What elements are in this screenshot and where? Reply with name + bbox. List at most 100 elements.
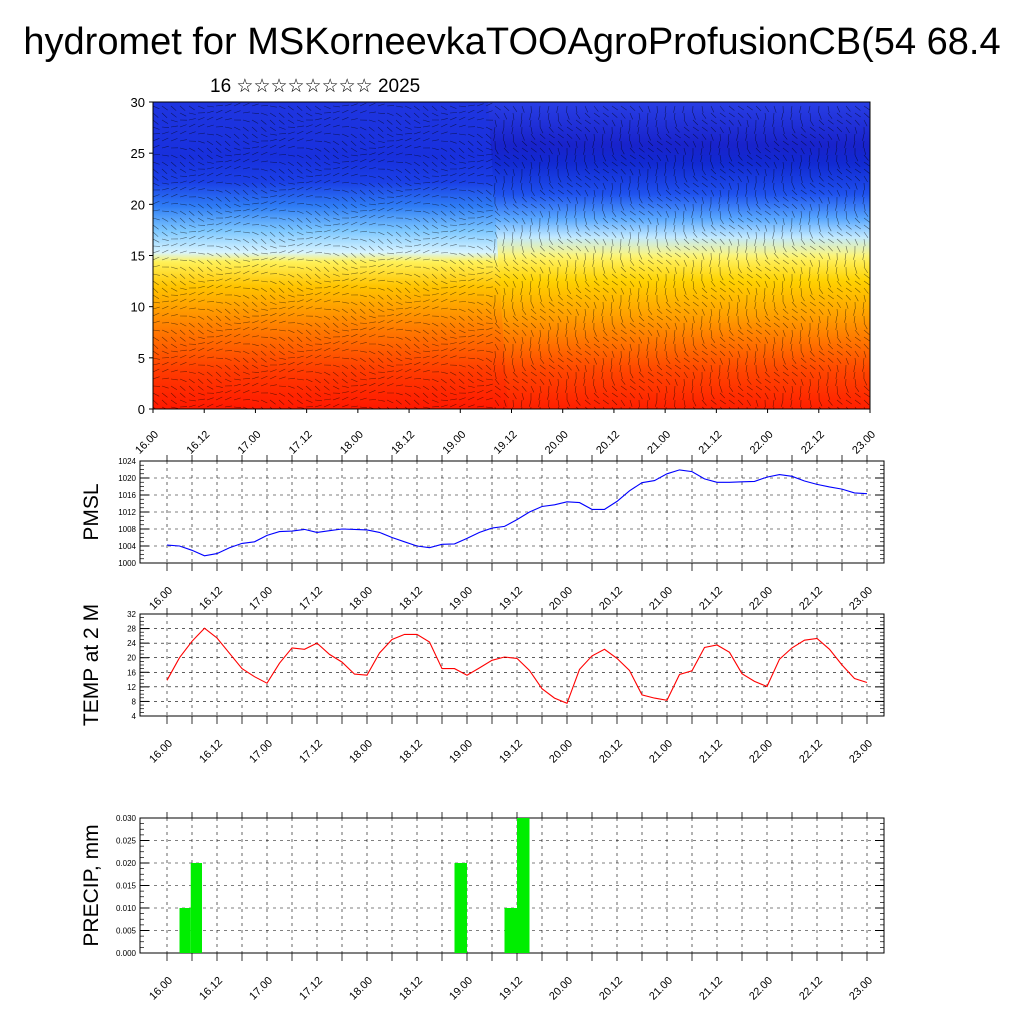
y-tick-label: 15 bbox=[131, 249, 145, 264]
x-tick-label: 18.12 bbox=[397, 585, 425, 613]
x-tick-label: 16.12 bbox=[197, 738, 225, 766]
y-tick-label: 0.020 bbox=[116, 859, 137, 868]
x-tick-label: 22.00 bbox=[747, 585, 775, 613]
y-tick-label: 4 bbox=[132, 712, 137, 721]
x-tick-label: 21.00 bbox=[647, 585, 675, 613]
y-tick-label: 32 bbox=[127, 610, 136, 619]
x-tick-label: 17.12 bbox=[297, 975, 325, 1003]
x-tick-label: 21.12 bbox=[697, 429, 725, 457]
x-tick-label: 22.12 bbox=[797, 585, 825, 613]
x-tick-label: 19.12 bbox=[492, 429, 520, 457]
x-tick-label: 16.00 bbox=[147, 585, 175, 613]
y-tick-label: 1004 bbox=[118, 542, 136, 551]
x-tick-label: 17.00 bbox=[247, 975, 275, 1003]
precip-bar bbox=[517, 818, 530, 953]
x-tick-label: 20.12 bbox=[597, 975, 625, 1003]
y-tick-label: 12 bbox=[127, 683, 136, 692]
x-tick-label: 20.00 bbox=[543, 429, 571, 457]
x-tick-label: 22.12 bbox=[799, 429, 827, 457]
precip-bar bbox=[190, 863, 202, 953]
wind-barbs bbox=[153, 102, 870, 409]
cross-section-panel: 0 5 10 15 20 25 30 16.00 16.12 17.00 17.12 18.00 18.… bbox=[131, 95, 879, 457]
x-tick-label: 21.00 bbox=[647, 975, 675, 1003]
x-tick-label: 16.12 bbox=[184, 429, 212, 457]
plot-frame bbox=[139, 613, 885, 717]
x-tick-label: 20.12 bbox=[597, 585, 625, 613]
y-tick-label: 0.030 bbox=[116, 814, 137, 823]
pmsl-series-line bbox=[166, 469, 868, 557]
x-tick-label: 22.00 bbox=[748, 429, 776, 457]
x-tick-label: 21.00 bbox=[647, 738, 675, 766]
x-tick-label: 20.00 bbox=[547, 585, 575, 613]
x-tick-label: 19.12 bbox=[497, 738, 525, 766]
x-tick-label: 22.00 bbox=[747, 738, 775, 766]
x-tick-label: 18.12 bbox=[389, 429, 417, 457]
x-tick-label: 22.12 bbox=[797, 975, 825, 1003]
y-tick-label: 1008 bbox=[118, 525, 136, 534]
x-tick-label: 16.00 bbox=[133, 429, 161, 457]
precip-bar bbox=[504, 908, 517, 953]
x-tick-label: 18.12 bbox=[397, 975, 425, 1003]
x-tick-label: 23.00 bbox=[847, 975, 875, 1003]
y-tick-label: 25 bbox=[131, 146, 145, 161]
y-axis-label: TEMP at 2 M bbox=[80, 604, 103, 726]
x-tick-label: 18.00 bbox=[347, 585, 375, 613]
precip-bar bbox=[179, 908, 191, 953]
chart-subtitle: 16 ☆☆☆☆☆☆☆☆ 2025 bbox=[210, 76, 420, 97]
y-axis-label: PRECIP, mm bbox=[80, 824, 103, 946]
cross-section-field-east bbox=[488, 102, 870, 409]
y-tick-label: 20 bbox=[131, 197, 145, 212]
x-tick-label: 17.00 bbox=[247, 738, 275, 766]
x-tick-label: 18.00 bbox=[338, 429, 366, 457]
x-tick-label: 18.00 bbox=[347, 738, 375, 766]
x-tick-label: 19.00 bbox=[447, 738, 475, 766]
x-tick-label: 19.12 bbox=[497, 975, 525, 1003]
x-tick-label: 17.12 bbox=[297, 738, 325, 766]
x-tick-label: 17.12 bbox=[297, 585, 325, 613]
temp-series-line bbox=[166, 627, 868, 705]
y-tick-label: 10 bbox=[131, 300, 145, 315]
x-tick-label: 16.00 bbox=[147, 975, 175, 1003]
y-tick-label: 1024 bbox=[118, 457, 136, 466]
y-tick-label: 1012 bbox=[118, 508, 136, 517]
y-tick-label: 0.005 bbox=[116, 927, 137, 936]
y-tick-label: 0.025 bbox=[116, 837, 137, 846]
y-tick-label: 0.000 bbox=[116, 949, 137, 958]
x-tick-label: 19.12 bbox=[497, 585, 525, 613]
y-tick-label: 0.015 bbox=[116, 882, 137, 891]
x-tick-label: 23.00 bbox=[850, 429, 878, 457]
y-tick-label: 5 bbox=[138, 351, 145, 366]
x-tick-label: 21.00 bbox=[645, 429, 673, 457]
x-tick-label: 16.12 bbox=[197, 585, 225, 613]
x-tick-label: 20.00 bbox=[547, 738, 575, 766]
y-axis-label: PMSL bbox=[80, 483, 103, 540]
x-tick-label: 20.12 bbox=[594, 429, 622, 457]
y-tick-label: 1020 bbox=[118, 474, 136, 483]
x-tick-label: 17.12 bbox=[287, 429, 315, 457]
x-tick-label: 23.00 bbox=[847, 585, 875, 613]
y-tick-label: 1016 bbox=[118, 491, 136, 500]
precip-bar bbox=[454, 863, 467, 953]
x-tick-label: 17.00 bbox=[247, 585, 275, 613]
y-tick-label: 0 bbox=[138, 402, 145, 417]
x-tick-label: 20.12 bbox=[597, 738, 625, 766]
y-tick-label: 24 bbox=[127, 639, 136, 648]
x-tick-label: 19.00 bbox=[440, 429, 468, 457]
x-tick-label: 21.12 bbox=[697, 738, 725, 766]
pmsl-panel: 1000 1004 1008 1012 1016 1020 1024 16.00 16.12 17… bbox=[80, 455, 885, 613]
x-tick-label: 22.12 bbox=[797, 738, 825, 766]
precip-panel: 0.000 0.005 0.010 0.015 0.020 0.025 0.030 16.00… bbox=[80, 812, 885, 1003]
y-tick-label: 8 bbox=[132, 697, 137, 706]
y-tick-label: 30 bbox=[131, 95, 145, 110]
x-tick-label: 20.00 bbox=[547, 975, 575, 1003]
y-tick-label: 16 bbox=[127, 668, 136, 677]
y-tick-label: 28 bbox=[127, 625, 136, 634]
temp-panel: 4 8 12 16 20 24 28 32 16.00 16.12 17.00 17.12 18.00 1… bbox=[80, 604, 885, 766]
x-tick-label: 18.12 bbox=[397, 738, 425, 766]
x-tick-label: 23.00 bbox=[847, 738, 875, 766]
x-tick-label: 19.00 bbox=[447, 975, 475, 1003]
x-tick-label: 19.00 bbox=[447, 585, 475, 613]
x-tick-label: 21.12 bbox=[697, 975, 725, 1003]
x-tick-label: 17.00 bbox=[236, 429, 264, 457]
